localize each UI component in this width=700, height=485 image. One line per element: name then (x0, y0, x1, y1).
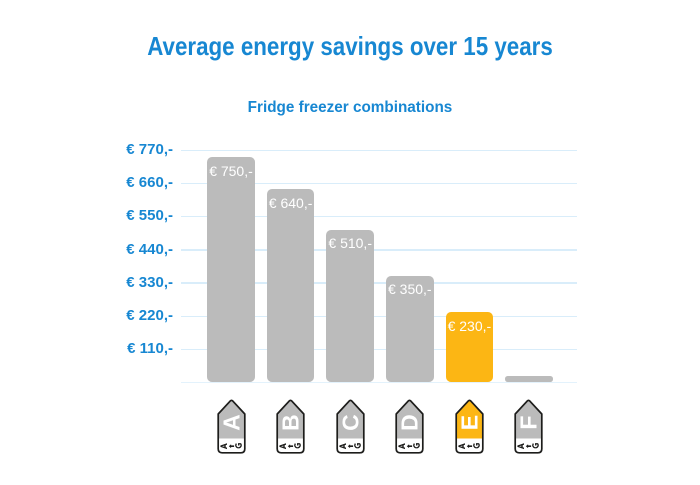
svg-text:A: A (219, 414, 245, 431)
svg-text:B: B (278, 414, 304, 431)
svg-text:C: C (338, 414, 364, 431)
svg-text:E: E (457, 415, 483, 430)
svg-text:D: D (397, 414, 423, 431)
svg-text:F: F (516, 415, 542, 429)
